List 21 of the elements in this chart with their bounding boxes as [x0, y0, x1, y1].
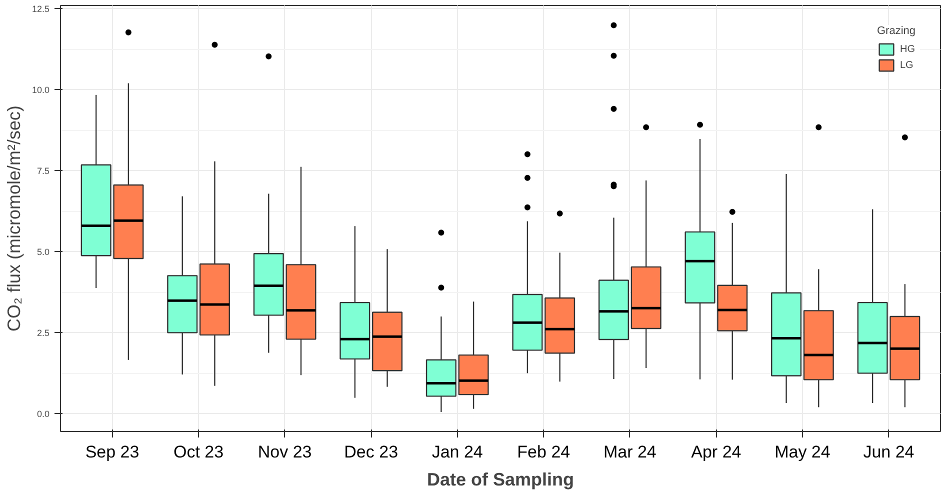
y-tick-label: 0.0: [36, 409, 50, 420]
y-tick-label: 10.0: [32, 85, 50, 96]
y-tick-label: 5.0: [36, 247, 50, 258]
x-tick-label: Mar 24: [603, 442, 656, 462]
x-tick-label: Nov 23: [258, 442, 312, 462]
x-tick-label: Feb 24: [517, 442, 570, 462]
legend-label: LG: [900, 58, 914, 72]
x-tick-label: Jun 24: [863, 442, 914, 462]
y-axis-title: CO₂ flux (micromole/m²/sec): [4, 105, 24, 332]
y-tick-label: 2.5: [36, 328, 50, 338]
x-tick-label: Dec 23: [344, 442, 398, 462]
y-tick-label: 7.5: [36, 166, 50, 176]
legend-label: HG: [900, 42, 916, 56]
x-tick-label: Jan 24: [432, 442, 483, 462]
x-tick-label: May 24: [774, 442, 830, 462]
x-tick-label: Sep 23: [85, 442, 140, 462]
x-tick-label: Oct 23: [174, 442, 224, 462]
legend-title: Grazing: [877, 25, 917, 37]
x-axis-title: Date of Sampling: [426, 470, 574, 490]
y-tick-label: 12.5: [32, 4, 50, 14]
x-tick-label: Apr 24: [691, 442, 742, 462]
